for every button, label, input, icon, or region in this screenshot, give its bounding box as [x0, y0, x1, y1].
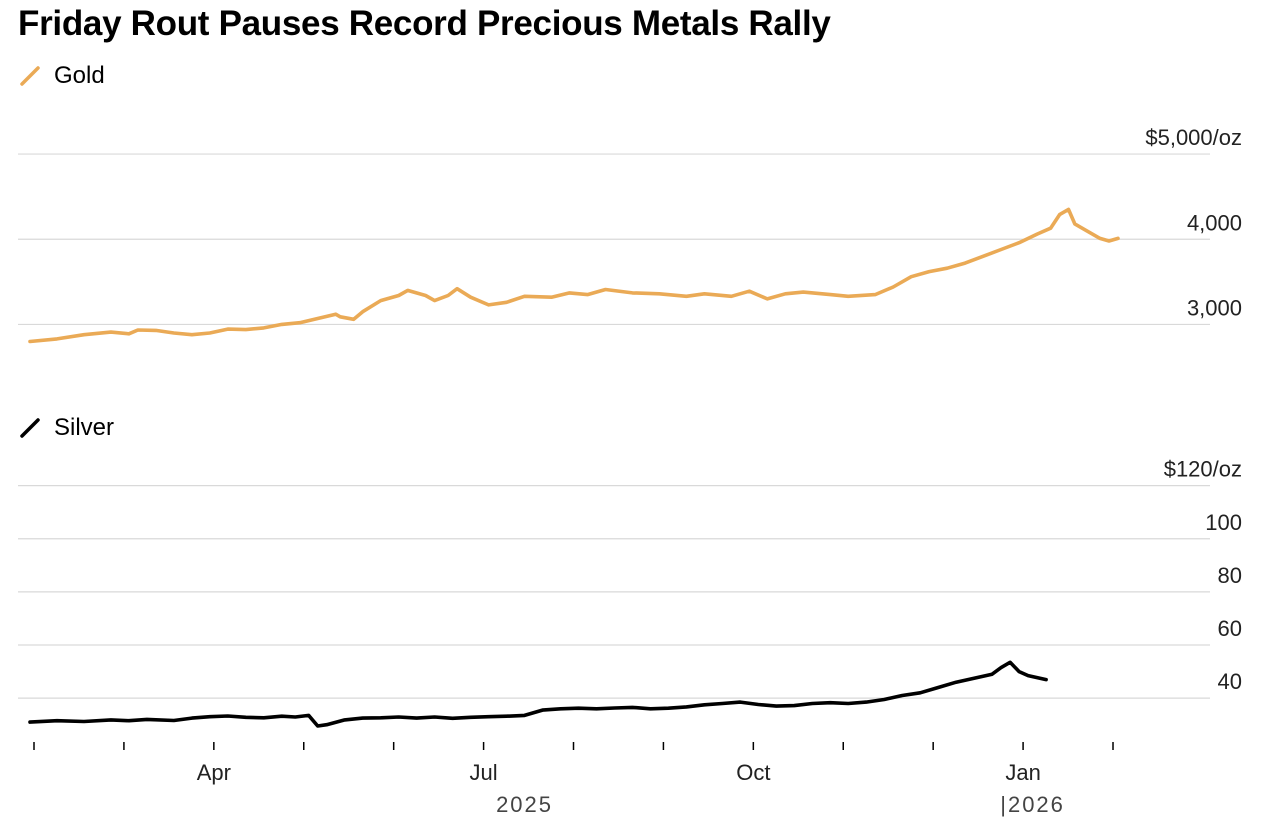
x-axis-label: Jan	[1005, 760, 1040, 785]
x-axis-label: Jul	[470, 760, 498, 785]
silver-ytick-label: 100	[1205, 510, 1242, 535]
x-axis-year-label: |2026	[1000, 792, 1065, 817]
silver-ytick-label: $120/oz	[1164, 457, 1242, 482]
gold-ytick-label: 3,000	[1187, 295, 1242, 320]
silver-ytick-label: 60	[1218, 616, 1242, 641]
gold-series-line	[28, 207, 1120, 344]
silver-legend-icon	[20, 418, 40, 438]
silver-series-line	[28, 660, 1048, 728]
gold-ytick-label: 4,000	[1187, 210, 1242, 235]
gold-legend-label: Gold	[54, 62, 105, 89]
chart-title: Friday Rout Pauses Record Precious Metal…	[18, 4, 831, 43]
x-axis-label: Oct	[736, 760, 770, 785]
silver-ytick-label: 80	[1218, 563, 1242, 588]
x-axis-label: Apr	[197, 760, 231, 785]
gold-legend: Gold	[20, 62, 105, 90]
gold-ytick-label: $5,000/oz	[1145, 125, 1242, 150]
silver-legend-label: Silver	[54, 414, 115, 441]
x-axis-year-label: 2025	[496, 792, 553, 817]
gold-legend-icon	[20, 66, 40, 86]
silver-ytick-label: 40	[1218, 669, 1242, 694]
silver-legend: Silver	[20, 414, 114, 442]
